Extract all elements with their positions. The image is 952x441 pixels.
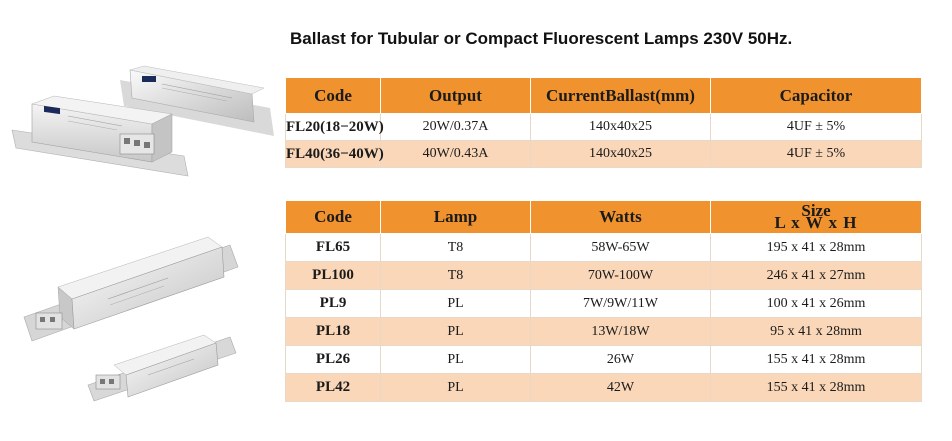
- cell-code: FL40(36−40W): [285, 140, 384, 168]
- cell-size: 246 x 41 x 27mm: [710, 261, 922, 290]
- cell-watts: 7W/9W/11W: [530, 289, 711, 318]
- cell-lamp: T8: [380, 261, 531, 290]
- cell-capacitor: 4UF ± 5%: [710, 140, 922, 168]
- cell-lamp: PL: [380, 289, 531, 318]
- cell-code: PL18: [285, 317, 381, 346]
- col-code: Code: [285, 200, 381, 234]
- cell-code: PL9: [285, 289, 381, 318]
- cell-code: FL20(18−20W): [285, 113, 384, 141]
- col-code: Code: [285, 77, 381, 114]
- cell-size: 195 x 41 x 28mm: [710, 233, 922, 262]
- table-row: FL40(36−40W) 40W/0.43A 140x40x25 4UF ± 5…: [285, 140, 922, 168]
- cell-lamp: PL: [380, 345, 531, 374]
- cell-lamp: PL: [380, 317, 531, 346]
- cell-lamp: PL: [380, 373, 531, 402]
- table-row: PL100 T8 70W-100W 246 x 41 x 27mm: [285, 261, 922, 290]
- table-row: PL9 PL 7W/9W/11W 100 x 41 x 26mm: [285, 289, 922, 318]
- cell-code: PL26: [285, 345, 381, 374]
- col-capacitor: Capacitor: [710, 77, 922, 114]
- table-header-row: Code Output CurrentBallast(mm) Capacitor: [285, 77, 922, 114]
- size-header-title: Size: [801, 201, 831, 220]
- cell-lamp: T8: [380, 233, 531, 262]
- ballast-photo-bottom: [18, 225, 243, 403]
- cell-code: PL42: [285, 373, 381, 402]
- page-title: Ballast for Tubular or Compact Fluoresce…: [290, 29, 793, 48]
- col-lamp: Lamp: [380, 200, 531, 234]
- table-row: PL26 PL 26W 155 x 41 x 28mm: [285, 345, 922, 374]
- table-row: FL20(18−20W) 20W/0.37A 140x40x25 4UF ± 5…: [285, 113, 922, 141]
- col-current-ballast: CurrentBallast(mm): [530, 77, 711, 114]
- cell-watts: 58W-65W: [530, 233, 711, 262]
- table-row: PL42 PL 42W 155 x 41 x 28mm: [285, 373, 922, 402]
- cell-capacitor: 4UF ± 5%: [710, 113, 922, 141]
- table-row: FL65 T8 58W-65W 195 x 41 x 28mm: [285, 233, 922, 262]
- ballast-size-table: Code Lamp Watts Size L x W x H FL65 T8 5…: [285, 200, 922, 402]
- table-row: PL18 PL 13W/18W 95 x 41 x 28mm: [285, 317, 922, 346]
- size-header-dimensions: L x W x H: [774, 213, 858, 232]
- cell-size: 155 x 41 x 28mm: [710, 373, 922, 402]
- col-watts: Watts: [530, 200, 711, 234]
- cell-watts: 70W-100W: [530, 261, 711, 290]
- cell-watts: 26W: [530, 345, 711, 374]
- col-output: Output: [380, 77, 531, 114]
- ballast-photo-top: [2, 58, 282, 178]
- cell-watts: 42W: [530, 373, 711, 402]
- cell-size: 100 x 41 x 26mm: [710, 289, 922, 318]
- cell-current-ballast: 140x40x25: [530, 140, 711, 168]
- cell-output: 40W/0.43A: [380, 140, 531, 168]
- table-header-row: Code Lamp Watts Size L x W x H: [285, 200, 922, 234]
- cell-size: 155 x 41 x 28mm: [710, 345, 922, 374]
- cell-code: FL65: [285, 233, 381, 262]
- cell-code: PL100: [285, 261, 381, 290]
- col-size: Size L x W x H: [710, 200, 922, 234]
- cell-watts: 13W/18W: [530, 317, 711, 346]
- cell-output: 20W/0.37A: [380, 113, 531, 141]
- cell-current-ballast: 140x40x25: [530, 113, 711, 141]
- ballast-output-table: Code Output CurrentBallast(mm) Capacitor…: [285, 77, 922, 168]
- cell-size: 95 x 41 x 28mm: [710, 317, 922, 346]
